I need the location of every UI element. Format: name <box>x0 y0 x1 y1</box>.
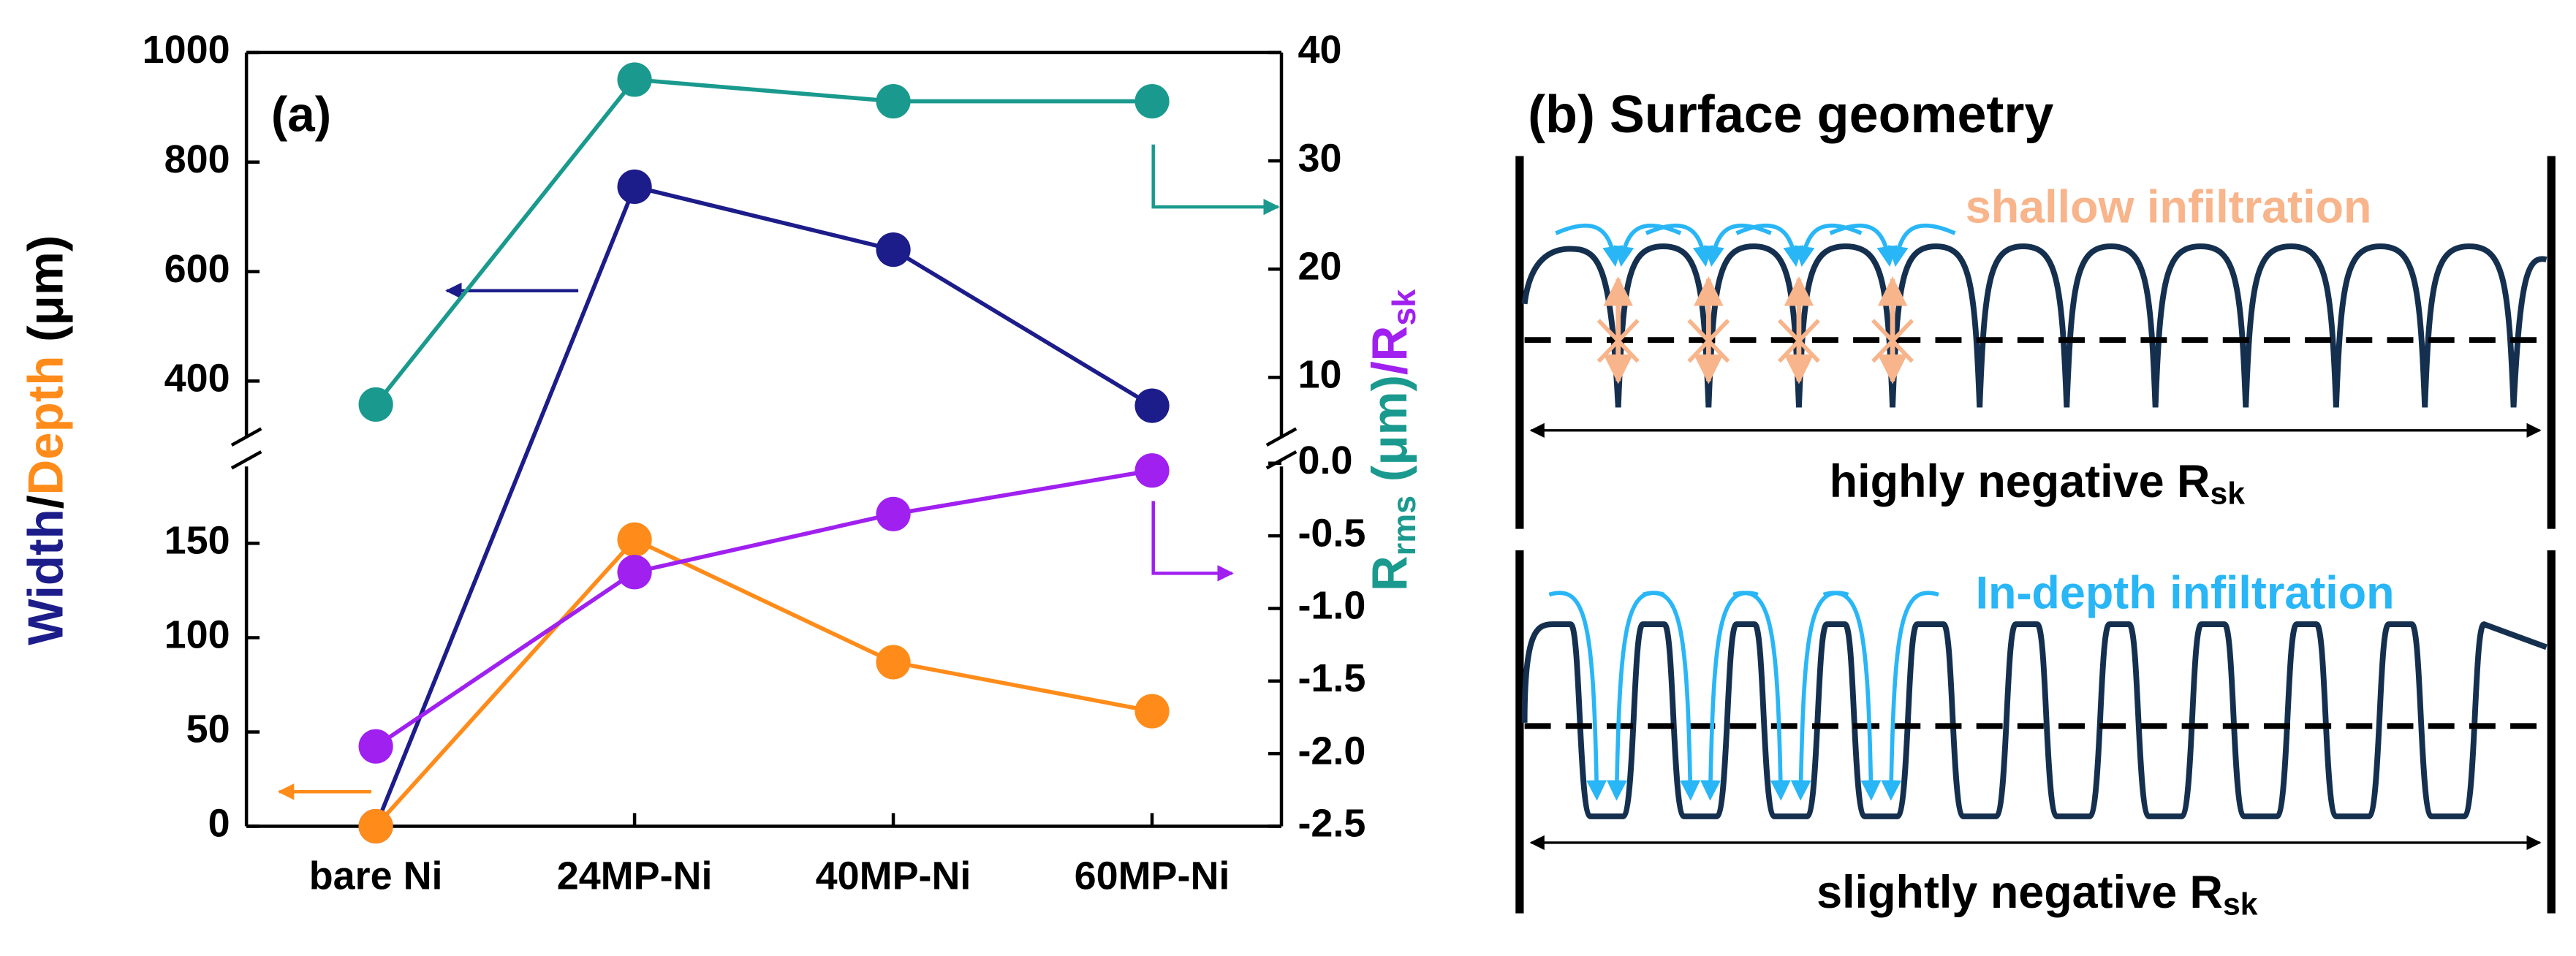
marker <box>617 555 652 590</box>
annotation: In-depth infiltration <box>1976 567 2395 618</box>
y-tick-label: 50 <box>186 707 230 751</box>
flow-arrow <box>1735 223 1804 268</box>
axis-label-part: Depth <box>18 356 73 496</box>
y2-tick-label: -0.5 <box>1298 511 1365 555</box>
flow-arrow <box>1794 223 1863 268</box>
marker <box>876 83 911 119</box>
series-line <box>374 184 1153 827</box>
series-line <box>374 468 1153 748</box>
y2-tick-label: 0.0 <box>1298 439 1352 482</box>
flow-arrow <box>1887 223 1956 268</box>
x-tick-label: 40MP-Ni <box>816 854 971 898</box>
caption-text: slightly negative R <box>1817 866 2223 917</box>
y2-tick-label: 20 <box>1298 244 1341 288</box>
marker <box>617 522 652 557</box>
profiles <box>1521 243 2547 819</box>
series-line <box>374 77 1153 406</box>
infiltration-arrow <box>1871 319 1914 363</box>
y-tick-label: 1000 <box>143 28 230 72</box>
flow-arrow <box>1613 223 1682 268</box>
axis-arrows <box>277 144 1280 800</box>
x-tick-label: bare Ni <box>309 854 443 898</box>
y-axis-label: Width/Depth (μm) <box>18 235 73 645</box>
span-arrows <box>1529 422 2542 851</box>
y2-tick-label: 10 <box>1298 353 1341 397</box>
marker <box>1134 388 1170 423</box>
surface-profile <box>1521 243 2547 408</box>
y-tick-label: 800 <box>164 137 230 181</box>
flow-arrow <box>1555 223 1624 268</box>
infiltration-arrow <box>1596 319 1640 363</box>
marker <box>358 729 393 764</box>
y-tick-label: 600 <box>164 247 230 291</box>
marker <box>1134 453 1170 488</box>
axis-label-part: rms <box>1385 496 1423 555</box>
marker <box>617 62 652 97</box>
caption-subscript: sk <box>2210 477 2245 512</box>
annotation: shallow infiltration <box>1966 181 2372 232</box>
y-tick-label: 150 <box>164 519 230 563</box>
axis-label-part: sk <box>1385 289 1423 326</box>
marker <box>358 387 393 422</box>
surface-profile <box>1521 621 2547 819</box>
caption: slightly negative Rsk <box>1817 866 2258 922</box>
caption-subscript: sk <box>2223 887 2258 922</box>
caption-text: highly negative R <box>1830 456 2211 507</box>
axis-label-part: (μm) <box>1363 375 1417 496</box>
y2-tick-label: 40 <box>1298 28 1341 72</box>
flow-arrow <box>1548 591 1607 801</box>
reference-lines <box>1524 337 2547 729</box>
y-tick-label: 100 <box>164 613 230 657</box>
series-line <box>374 536 1153 828</box>
x-tick-label: 60MP-Ni <box>1075 854 1230 898</box>
flow-arrow <box>1881 591 1939 801</box>
y-tick-label: 0 <box>208 802 230 846</box>
axis-label-part: Width <box>18 509 73 645</box>
surface-frames <box>1515 156 2556 914</box>
y2-axis-label: Rrms (μm)/Rsk <box>1363 289 1423 591</box>
marker <box>358 808 393 844</box>
y2-tick-label: -1.0 <box>1298 584 1365 628</box>
y2-tick-label: -2.5 <box>1298 802 1365 846</box>
marker <box>876 645 911 680</box>
y2-tick-label: -2.0 <box>1298 729 1365 773</box>
marker <box>617 169 652 205</box>
marker <box>876 496 911 531</box>
flow-arrow <box>1732 591 1791 801</box>
axes-frame <box>230 50 1298 828</box>
marker <box>1134 83 1170 119</box>
axis-label-part: / <box>18 495 73 509</box>
caption: highly negative Rsk <box>1830 456 2246 512</box>
axis-label-part: (μm) <box>18 235 73 356</box>
diagram-title: (b) Surface geometry <box>1528 86 2053 144</box>
flow-arrow <box>1822 591 1882 801</box>
x-tick-label: 24MP-Ni <box>557 854 713 898</box>
marker <box>1134 694 1170 729</box>
y2-tick-label: -1.5 <box>1298 656 1365 700</box>
marker <box>876 232 911 268</box>
y2-tick-label: 30 <box>1298 136 1341 180</box>
flow-arrow <box>1642 591 1701 801</box>
axis-label-part: /R <box>1363 326 1417 375</box>
infiltration-arrow <box>1687 319 1730 363</box>
flow-arrow <box>1703 223 1772 268</box>
flow-arrow <box>1829 223 1898 268</box>
panel-label: (a) <box>271 88 331 143</box>
flow-arrows <box>1548 223 1956 801</box>
flow-arrow <box>1645 223 1713 268</box>
infiltration-arrow <box>1777 319 1820 363</box>
axis-label-part: R <box>1363 555 1417 591</box>
y-tick-label: 400 <box>164 357 230 401</box>
